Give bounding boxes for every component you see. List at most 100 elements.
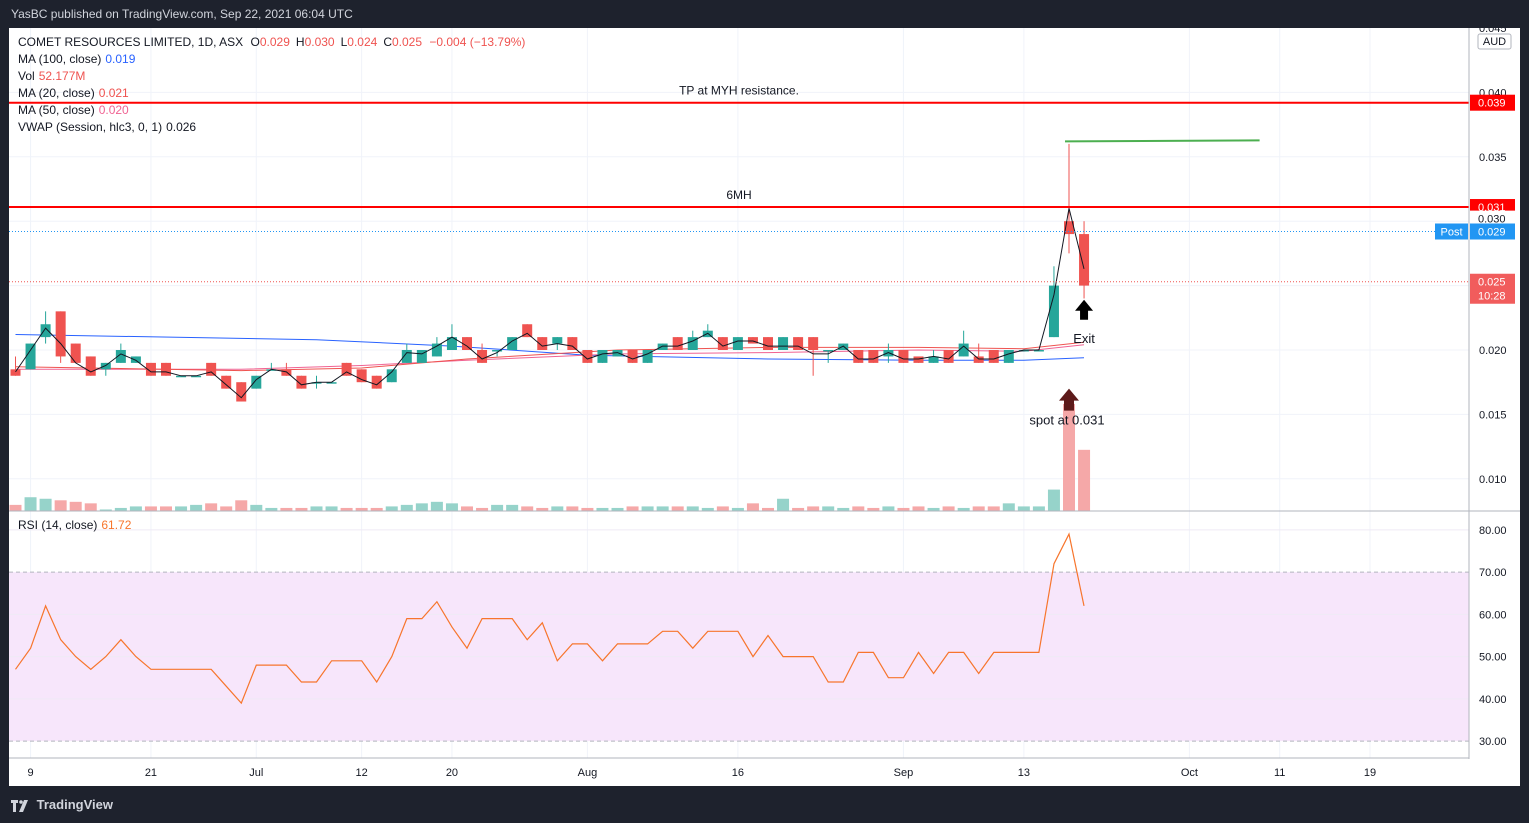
- ohlc-key-h: H: [295, 35, 305, 49]
- candle-body: [55, 311, 66, 357]
- volume-bar: [385, 506, 398, 511]
- rsi-tick-label: 30.00: [1479, 736, 1507, 748]
- exit-arrow-icon: [1075, 299, 1094, 320]
- candle-body: [913, 356, 924, 363]
- rsi-pane: [9, 529, 1469, 742]
- volume-bar: [1017, 506, 1030, 511]
- volume-bar: [99, 509, 112, 511]
- price-tag-tp: [1470, 94, 1515, 111]
- indicator-row[interactable]: Vol 52.177M: [18, 68, 525, 85]
- volume-bar: [746, 503, 759, 511]
- candle-body: [597, 350, 608, 363]
- volume-bar: [491, 504, 504, 511]
- indicator-row[interactable]: VWAP (Session, hlc3, 0, 1) 0.026: [18, 119, 525, 136]
- time-tick-label: Oct: [1181, 767, 1198, 779]
- candle-body: [838, 343, 849, 350]
- ohlc-key-o: O: [250, 35, 260, 49]
- time-tick-label: Aug: [578, 767, 598, 779]
- indicator-row[interactable]: MA (50, close) 0.020: [18, 102, 525, 119]
- footer-brand: TradingView: [36, 797, 113, 812]
- indicator-label: MA (100, close): [18, 52, 102, 66]
- indicator-row[interactable]: MA (20, close) 0.021: [18, 85, 525, 102]
- price-tag-post: [1470, 223, 1515, 240]
- rsi-line: [15, 532, 1085, 705]
- indicator-row[interactable]: MA (100, close) 0.019: [18, 51, 525, 68]
- volume-bar: [867, 507, 880, 511]
- price-tick-label: 0.045: [1479, 28, 1507, 35]
- candle-body: [145, 362, 156, 376]
- candle-body: [10, 369, 21, 376]
- volume-bar: [731, 507, 744, 511]
- volume-bar: [987, 506, 1000, 511]
- footer-bar: TradingView: [0, 786, 1529, 823]
- volume-bar: [521, 506, 534, 511]
- candle-body: [853, 350, 864, 363]
- volume-bar: [220, 506, 233, 511]
- volume-bar: [611, 507, 624, 511]
- candle-body: [1018, 350, 1029, 352]
- ohlc-value-o: 0.029: [259, 35, 290, 49]
- price-change: −0.004 (−13.79%): [429, 35, 526, 49]
- candle-body: [371, 375, 382, 389]
- candle-body: [161, 362, 171, 376]
- candle-body: [311, 382, 322, 384]
- candle-body: [793, 337, 804, 350]
- time-tick-label: 11: [1274, 767, 1285, 779]
- candle-body: [642, 350, 653, 363]
- volume-bar: [596, 507, 609, 511]
- candle-body: [492, 350, 503, 352]
- volume-bar: [581, 507, 594, 511]
- candle-body: [537, 337, 548, 350]
- 6mh-line-label: 6MH: [726, 188, 751, 202]
- price-tag-last: [1470, 273, 1515, 304]
- candle-body: [763, 337, 773, 350]
- chart-frame[interactable]: TP at MYH resistance. 6MH Exit spot at 0.03…: [9, 28, 1520, 786]
- currency-box: [1477, 33, 1512, 50]
- chart-svg[interactable]: TP at MYH resistance. 6MH Exit spot at 0.03…: [9, 28, 1520, 786]
- candle-body: [236, 382, 247, 402]
- indicator-value: 52.177M: [38, 69, 86, 83]
- time-tick-label: 19: [1364, 767, 1376, 779]
- candle-body: [958, 343, 969, 357]
- volume-bar: [566, 506, 579, 511]
- time-tick-label: 16: [732, 767, 744, 779]
- candle-body: [191, 375, 202, 378]
- volume-bar: [927, 507, 940, 511]
- price-tick-label: 0.015: [1479, 409, 1507, 421]
- vwap-line: [15, 208, 1085, 399]
- candle-body: [868, 350, 879, 363]
- price-tick-label: 0.010: [1479, 474, 1507, 486]
- volume-bar: [415, 503, 428, 511]
- spot-arrow-icon: [1059, 388, 1079, 411]
- time-tick-label: 12: [356, 767, 368, 779]
- candle-body: [386, 369, 397, 383]
- candle-body: [808, 337, 819, 350]
- tp-line-label: TP at MYH resistance.: [679, 84, 799, 98]
- volume-bar: [340, 507, 353, 511]
- volume-bar: [265, 507, 278, 511]
- ohlc-value-h: 0.030: [304, 35, 335, 49]
- time-axis: 9 21 Jul 12 20 Aug 16 Sep 13 Oct 11 19: [27, 767, 1376, 779]
- candle-body: [567, 337, 578, 350]
- rsi-label[interactable]: RSI (14, close): [18, 518, 98, 532]
- volume-bar: [942, 506, 955, 511]
- ohlc-value-l: 0.024: [347, 35, 378, 49]
- indicator-value: 0.019: [105, 52, 136, 66]
- candle-body: [672, 337, 683, 350]
- volume-bar: [882, 506, 895, 511]
- volume-bar: [506, 504, 519, 511]
- volume-bar: [641, 506, 654, 511]
- candle-body: [115, 350, 126, 363]
- candle-body: [883, 350, 894, 357]
- volume-bar: [205, 503, 218, 511]
- candle-body: [401, 350, 412, 363]
- candle-body: [552, 337, 563, 344]
- volume-bar: [295, 507, 308, 511]
- candle-body: [431, 343, 442, 357]
- volume-bar: [912, 506, 925, 511]
- candle-body: [296, 375, 307, 389]
- volume-bar: [370, 507, 383, 511]
- candles: [10, 143, 1090, 402]
- symbol-name[interactable]: COMET RESOURCES LIMITED, 1D, ASX: [18, 35, 244, 49]
- time-tick-label: Jul: [249, 767, 263, 779]
